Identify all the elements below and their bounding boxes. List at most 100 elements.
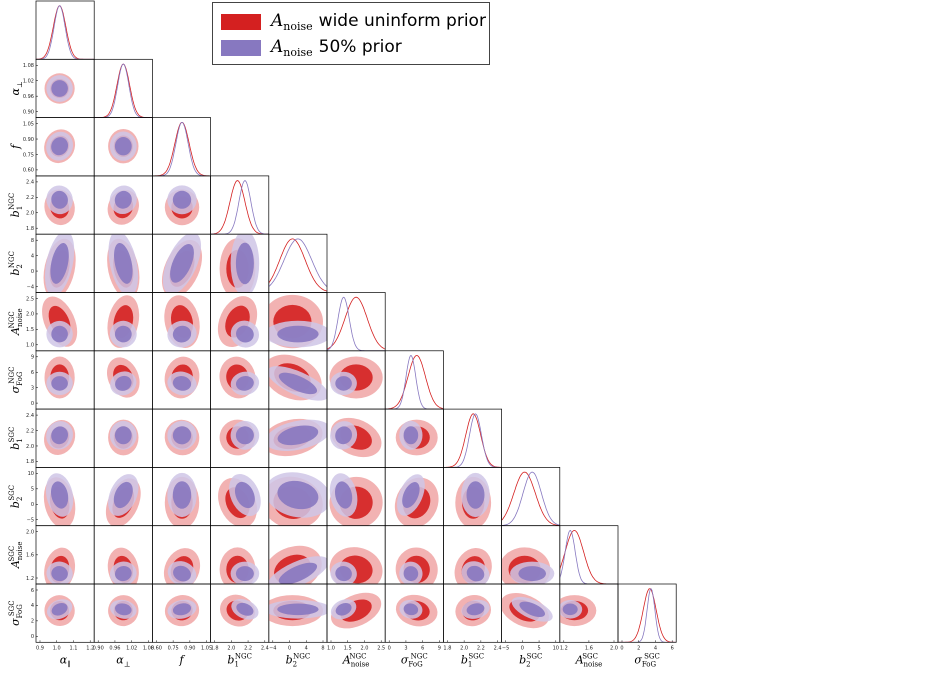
y-tick-label: 2.2 bbox=[26, 428, 34, 434]
panel-3-2 bbox=[152, 175, 211, 235]
x-tick-label: 0.90 bbox=[93, 645, 104, 651]
panel-7-3 bbox=[210, 408, 270, 468]
x-tick-label: −5 bbox=[502, 645, 509, 651]
y-tick-label: 1.5 bbox=[26, 327, 34, 333]
x-axis-label: α∥ bbox=[60, 653, 71, 668]
contour-50-68 bbox=[235, 376, 254, 391]
x-axis-label: α⊥ bbox=[116, 653, 130, 668]
contour-50-68 bbox=[235, 426, 254, 445]
y-tick-label: 5 bbox=[31, 487, 34, 493]
panel-4-4 bbox=[268, 233, 328, 293]
panel-2-2 bbox=[152, 117, 211, 177]
y-tick-label: 0 bbox=[31, 269, 34, 275]
panel-0-0 bbox=[35, 0, 95, 60]
panel-9-8 bbox=[501, 525, 561, 585]
contour-50-68 bbox=[172, 376, 192, 391]
panel-5-4 bbox=[268, 292, 328, 352]
panel-3-1 bbox=[93, 175, 153, 235]
y-axis-label: AnoiseSGC bbox=[8, 542, 24, 570]
y-tick-label: 4 bbox=[31, 603, 34, 609]
y-tick-label: 1.8 bbox=[26, 459, 34, 465]
marginal-50-0 bbox=[36, 5, 95, 60]
contour-50-68 bbox=[51, 426, 69, 445]
contour-50-68 bbox=[114, 242, 133, 284]
panel-4-1 bbox=[93, 233, 153, 293]
y-tick-label: −4 bbox=[27, 284, 34, 290]
legend-swatch-50 bbox=[221, 40, 261, 56]
panel-10-7: 1.8 2.0 2.2 2.4 bbox=[443, 583, 502, 651]
contour-50-68 bbox=[114, 566, 132, 582]
panel-frame bbox=[384, 350, 444, 410]
y-tick-label: 8 bbox=[31, 238, 34, 244]
y-tick-label: 2 bbox=[31, 619, 34, 625]
marginal-50-4 bbox=[268, 238, 327, 287]
x-axis-label: σFoGSGC bbox=[634, 652, 660, 668]
panel-8-3 bbox=[210, 467, 270, 527]
panel-10-9: 1.2 1.6 2.0 bbox=[559, 583, 619, 651]
contour-50-68 bbox=[114, 325, 132, 343]
contour-50-68 bbox=[466, 565, 485, 582]
marginal-wide-5 bbox=[327, 296, 386, 350]
panel-6-4 bbox=[268, 350, 328, 410]
contour-50-68 bbox=[278, 562, 318, 585]
contour-50-68 bbox=[51, 137, 69, 156]
marginal-50-8 bbox=[501, 471, 560, 526]
y-tick-label: 2.4 bbox=[26, 180, 34, 186]
x-tick-label: 1.1 bbox=[69, 645, 77, 651]
panel-7-1 bbox=[93, 408, 153, 468]
contour-50-68 bbox=[277, 325, 319, 343]
contour-50-68 bbox=[115, 375, 132, 391]
x-tick-label: 0.60 bbox=[151, 645, 162, 651]
panel-6-5 bbox=[326, 350, 386, 410]
panel-4-3 bbox=[210, 233, 270, 293]
contour-50-68 bbox=[113, 481, 133, 509]
y-tick-label: 6 bbox=[31, 370, 34, 376]
contour-50-68 bbox=[335, 426, 353, 445]
x-tick-label: 1.0 bbox=[53, 645, 61, 651]
y-axis-label: σFoGSGC bbox=[8, 600, 24, 626]
y-tick-label: 1.05 bbox=[23, 121, 34, 127]
legend-label-wide: wide uninform prior bbox=[318, 11, 486, 31]
x-tick-label: 1.6 bbox=[585, 645, 593, 651]
legend-entry-50: Anoise 50% prior bbox=[221, 36, 402, 60]
x-tick-label: 0 bbox=[288, 645, 291, 651]
marginal-wide-3 bbox=[210, 180, 269, 235]
marginal-50-5 bbox=[327, 296, 386, 351]
x-tick-label: 1.2 bbox=[86, 645, 94, 651]
contour-50-68 bbox=[51, 566, 68, 582]
panel-8-6 bbox=[384, 467, 444, 527]
contour-50-68 bbox=[278, 372, 318, 395]
contour-50-68 bbox=[172, 481, 192, 509]
contour-50-68 bbox=[466, 481, 485, 509]
panel-9-1 bbox=[93, 525, 153, 585]
legend-entry-wide: Anoise wide uninform prior bbox=[221, 10, 486, 34]
y-tick-label: 2.0 bbox=[26, 211, 34, 217]
legend-symbol: A bbox=[271, 37, 284, 57]
contour-50-68 bbox=[518, 566, 546, 582]
panel-frame bbox=[326, 292, 386, 352]
contour-50-68 bbox=[277, 425, 319, 446]
marginal-wide-1 bbox=[94, 63, 153, 118]
panel-9-3 bbox=[210, 525, 270, 585]
marginal-wide-4 bbox=[268, 238, 327, 292]
contour-50-68 bbox=[172, 190, 192, 209]
panel-frame bbox=[35, 0, 95, 60]
panel-2-0: 0.60 0.75 0.90 1.05 bbox=[23, 117, 95, 177]
panel-4-0: −4 0 4 8 bbox=[27, 233, 95, 293]
y-tick-label: 0 bbox=[31, 502, 34, 508]
y-axis-label: σFoGNGC bbox=[8, 367, 24, 394]
contour-50-68 bbox=[334, 481, 353, 509]
x-tick-label: 1.08 bbox=[143, 645, 154, 651]
y-tick-label: 4 bbox=[31, 253, 34, 259]
panel-8-7 bbox=[443, 467, 502, 527]
y-tick-label: 0.75 bbox=[23, 152, 34, 158]
x-tick-label: 0 bbox=[521, 645, 524, 651]
y-axis-label: b2NGC bbox=[8, 251, 24, 276]
y-tick-label: 2.5 bbox=[26, 296, 34, 302]
panel-frame bbox=[501, 467, 561, 527]
y-tick-label: 10 bbox=[28, 471, 34, 477]
contour-50-68 bbox=[402, 482, 420, 508]
x-tick-label: 0.75 bbox=[168, 645, 179, 651]
y-tick-label: 0 bbox=[31, 634, 34, 640]
panel-10-3: 1.8 2.0 2.2 2.4 bbox=[210, 583, 270, 651]
